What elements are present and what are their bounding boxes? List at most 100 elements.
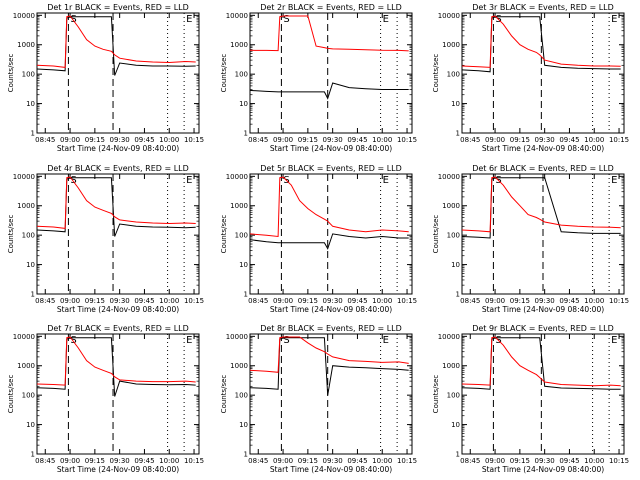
lld-series-line — [250, 15, 409, 52]
x-axis-label: Start Time (24-Nov-09 08:40:00) — [270, 144, 392, 153]
plot-frame — [36, 12, 200, 134]
x-tick-label: 10:15 — [184, 297, 204, 305]
panel-title: Det 9r BLACK = Events, RED = LLD — [472, 324, 614, 333]
y-axis-label: Counts/sec — [432, 375, 440, 414]
x-tick-label: 09:15 — [510, 297, 530, 305]
y-tick-label: 1000 — [17, 362, 35, 370]
detector-panel: Det 2r BLACK = Events, RED = LLD 1 10 100 10… — [220, 3, 417, 153]
y-axis-label: Counts/sec — [220, 54, 228, 93]
time-marker-label: S — [283, 335, 289, 346]
y-tick-label: 1000 — [442, 202, 460, 210]
y-tick-label: 1 — [456, 451, 460, 459]
x-tick-label: 09:00 — [273, 136, 293, 144]
time-marker-label: E — [611, 335, 617, 346]
x-tick-label: 10:15 — [609, 297, 629, 305]
x-tick-label: 10:00 — [159, 136, 179, 144]
lld-series-line — [462, 336, 621, 387]
y-tick-label: 10000 — [226, 12, 248, 20]
plot-frame — [461, 333, 625, 455]
y-tick-label: 1000 — [442, 41, 460, 49]
time-marker-label: S — [283, 14, 289, 25]
x-tick-label: 09:45 — [347, 136, 367, 144]
plot-frame — [249, 12, 413, 134]
x-tick-label: 10:00 — [372, 457, 392, 465]
y-axis-label: Counts/sec — [7, 215, 15, 254]
x-tick-label: 10:00 — [584, 297, 604, 305]
x-tick-label: 09:00 — [60, 457, 80, 465]
plot-frame — [36, 173, 200, 295]
x-tick-label: 09:30 — [110, 297, 130, 305]
x-tick-label: 08:45 — [460, 457, 480, 465]
x-tick-label: 08:45 — [248, 297, 268, 305]
x-axis-label: Start Time (24-Nov-09 08:40:00) — [482, 144, 604, 153]
x-tick-label: 10:15 — [397, 457, 417, 465]
x-tick-label: 09:30 — [535, 457, 555, 465]
events-series-line — [462, 177, 621, 239]
x-tick-label: 10:15 — [184, 457, 204, 465]
y-tick-label: 1 — [456, 291, 460, 299]
x-tick-label: 09:00 — [273, 457, 293, 465]
time-marker-label: S — [70, 14, 76, 25]
y-tick-label: 10000 — [13, 173, 35, 181]
detector-panel: Det 8r BLACK = Events, RED = LLD 1 10 100 10… — [220, 324, 417, 474]
panel-title: Det 2r BLACK = Events, RED = LLD — [260, 3, 402, 12]
x-tick-label: 08:45 — [35, 457, 55, 465]
x-tick-label: 08:45 — [248, 457, 268, 465]
x-tick-label: 09:00 — [60, 136, 80, 144]
y-tick-label: 1 — [31, 291, 35, 299]
y-tick-label: 100 — [235, 392, 248, 400]
y-tick-label: 100 — [22, 232, 35, 240]
x-tick-label: 09:15 — [85, 297, 105, 305]
lld-series-line — [250, 336, 409, 373]
lld-series-line — [250, 176, 409, 238]
x-tick-label: 09:15 — [298, 457, 318, 465]
y-tick-label: 10 — [239, 421, 248, 429]
y-tick-label: 100 — [447, 71, 460, 79]
y-tick-label: 1000 — [17, 202, 35, 210]
y-tick-label: 1000 — [230, 41, 248, 49]
x-tick-label: 10:00 — [159, 297, 179, 305]
x-tick-label: 09:00 — [273, 297, 293, 305]
y-axis-label: Counts/sec — [432, 54, 440, 93]
detector-panel: Det 6r BLACK = Events, RED = LLD 1 10 100 10… — [432, 164, 629, 314]
y-tick-label: 10 — [26, 261, 35, 269]
x-tick-label: 09:45 — [559, 297, 579, 305]
lld-series-line — [37, 336, 196, 386]
y-tick-label: 10000 — [438, 333, 460, 341]
y-tick-label: 10000 — [438, 173, 460, 181]
y-axis-label: Counts/sec — [220, 375, 228, 414]
x-tick-label: 09:30 — [535, 136, 555, 144]
time-marker-label: E — [383, 335, 389, 346]
time-marker-label: E — [611, 175, 617, 186]
y-tick-label: 100 — [235, 232, 248, 240]
panel-title: Det 1r BLACK = Events, RED = LLD — [47, 3, 189, 12]
y-tick-label: 10 — [451, 261, 460, 269]
x-tick-label: 09:30 — [323, 297, 343, 305]
y-tick-label: 100 — [235, 71, 248, 79]
y-tick-label: 10000 — [13, 333, 35, 341]
x-tick-label: 09:15 — [85, 136, 105, 144]
y-tick-label: 1000 — [230, 362, 248, 370]
x-axis-label: Start Time (24-Nov-09 08:40:00) — [57, 305, 179, 314]
y-tick-label: 1 — [31, 451, 35, 459]
y-axis-label: Counts/sec — [7, 375, 15, 414]
x-tick-label: 09:30 — [535, 297, 555, 305]
y-tick-label: 10000 — [226, 173, 248, 181]
plot-frame — [249, 173, 413, 295]
x-tick-label: 09:15 — [85, 457, 105, 465]
x-tick-label: 10:00 — [584, 457, 604, 465]
x-tick-label: 09:45 — [134, 457, 154, 465]
y-tick-label: 10 — [239, 261, 248, 269]
y-tick-label: 1 — [244, 291, 248, 299]
x-tick-label: 10:15 — [397, 297, 417, 305]
x-tick-label: 09:30 — [323, 457, 343, 465]
lld-series-line — [462, 176, 621, 233]
y-tick-label: 10 — [26, 100, 35, 108]
x-tick-label: 09:00 — [485, 136, 505, 144]
x-tick-label: 09:45 — [134, 297, 154, 305]
x-tick-label: 09:45 — [559, 136, 579, 144]
x-axis-label: Start Time (24-Nov-09 08:40:00) — [482, 465, 604, 474]
y-tick-label: 1 — [31, 130, 35, 138]
x-tick-label: 10:15 — [397, 136, 417, 144]
